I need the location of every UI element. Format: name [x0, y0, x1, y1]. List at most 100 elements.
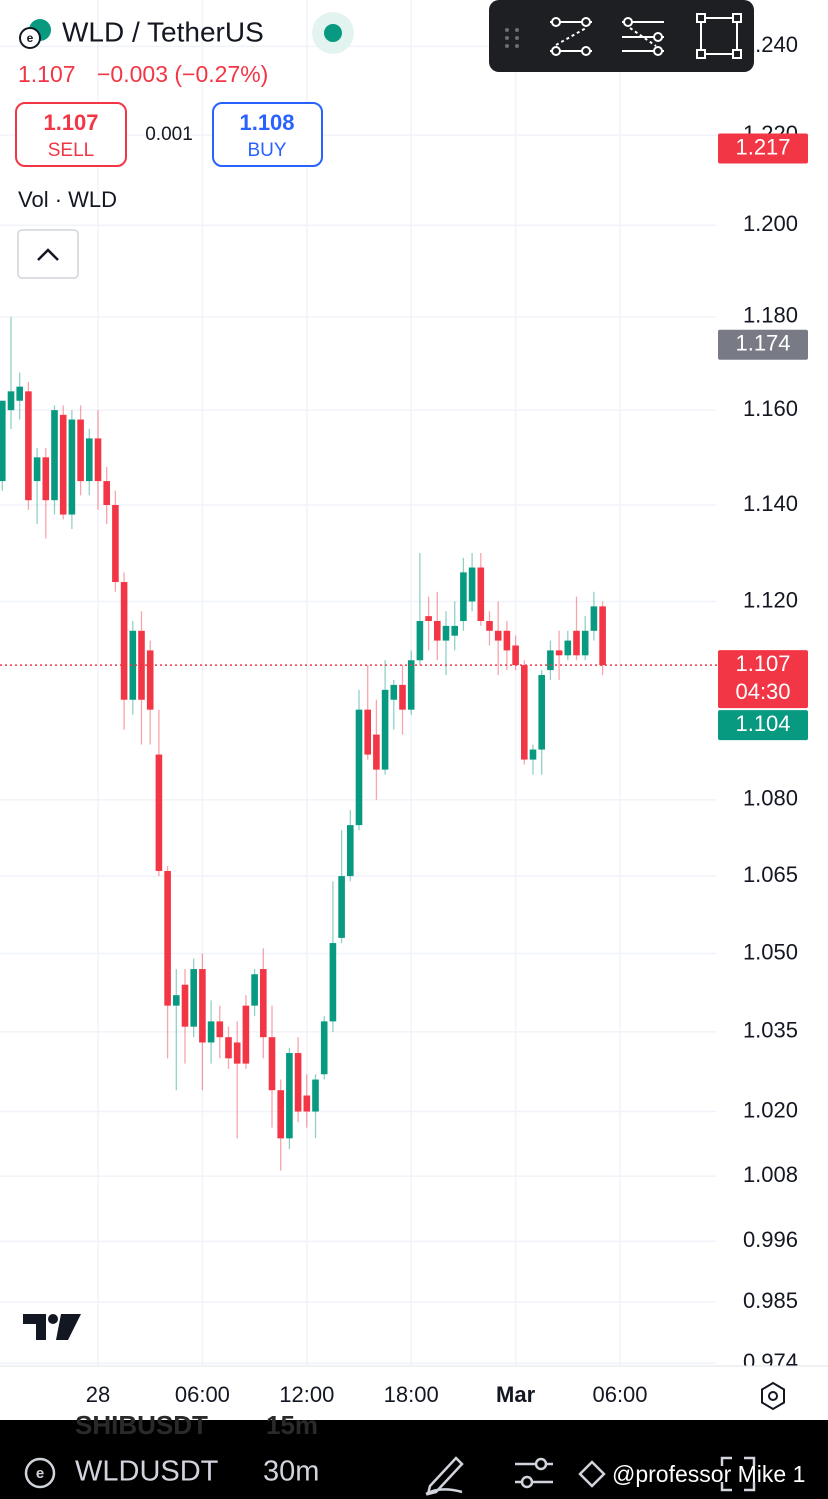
candle-body: [112, 504, 119, 583]
symbol-icon: e: [19, 19, 51, 49]
indicators-button[interactable]: [515, 1457, 553, 1489]
market-status-dot: [324, 24, 342, 42]
candle-body: [320, 1021, 328, 1075]
candle-body: [416, 621, 424, 661]
price-label: 1.174: [735, 331, 790, 356]
y-tick-label: 1.120: [743, 587, 798, 612]
drag-handle[interactable]: [505, 28, 519, 48]
candle-body: [451, 625, 458, 636]
svg-text:e: e: [36, 1465, 44, 1482]
candle-body: [312, 1079, 319, 1112]
price-label: 1.217: [735, 134, 790, 159]
candle-body: [347, 825, 354, 877]
candle-body: [68, 419, 76, 515]
settings-button[interactable]: [761, 1381, 785, 1411]
ghost-symbol: SHIBUSDT: [75, 1410, 208, 1440]
candle-body: [390, 684, 398, 700]
candle-body: [381, 689, 389, 770]
candle-body: [199, 969, 206, 1043]
candle-body: [260, 969, 267, 1038]
candle-body: [216, 1021, 224, 1038]
candle-body: [103, 481, 110, 505]
replay-button[interactable]: [578, 1460, 606, 1488]
candle-body: [555, 650, 563, 656]
buy-button[interactable]: 1.108 BUY: [212, 102, 323, 167]
svg-text:e: e: [27, 31, 34, 45]
candle-body: [94, 438, 102, 482]
candle-body: [16, 386, 23, 401]
y-tick-label: 1.160: [743, 396, 798, 421]
candle-body: [547, 650, 554, 671]
candle-body: [364, 709, 371, 755]
symbol-title[interactable]: WLD / TetherUS: [62, 16, 264, 47]
sell-label[interactable]: SELL: [48, 140, 94, 161]
candle-body: [494, 630, 502, 641]
candle-body: [251, 974, 258, 1006]
price-label: 1.107: [735, 651, 790, 676]
candle-body: [477, 567, 485, 622]
candle-body: [51, 410, 58, 501]
price-label-box: [718, 133, 808, 164]
candle-body: [538, 675, 545, 750]
price-label-box: [718, 710, 808, 741]
buy-price[interactable]: 1.108: [239, 110, 294, 135]
countdown-label: 04:30: [735, 679, 790, 704]
tool-channel[interactable]: [622, 17, 664, 56]
y-tick-label: 1.200: [743, 211, 798, 236]
watermark: @professor Mike 1: [612, 1461, 805, 1487]
volume-legend: Vol · WLD: [18, 187, 117, 212]
candle-body: [573, 630, 580, 656]
y-tick-label: 1.050: [743, 939, 798, 964]
x-tick-label: 28: [86, 1382, 110, 1407]
spread: 0.001: [145, 124, 193, 145]
candle-body: [225, 1037, 232, 1059]
buy-label[interactable]: BUY: [247, 140, 286, 161]
candle-body: [512, 645, 519, 666]
candle-body: [303, 1095, 311, 1112]
interval[interactable]: 30m: [263, 1456, 319, 1488]
tool-rectangle[interactable]: [696, 13, 742, 59]
candle-body: [42, 457, 50, 501]
candle-body: [77, 419, 84, 482]
y-tick-label: 1.180: [743, 303, 798, 328]
y-tick-label: 1.080: [743, 786, 798, 811]
tool-trendline[interactable]: [550, 17, 592, 56]
y-tick-label: 1.020: [743, 1097, 798, 1122]
candle-body: [129, 630, 137, 700]
draw-button[interactable]: [425, 1456, 464, 1496]
candle-body: [146, 650, 154, 710]
candle-body: [294, 1053, 302, 1112]
y-tick-label: 1.065: [743, 862, 798, 887]
x-tick-label: 06:00: [175, 1382, 230, 1407]
candle-body: [173, 995, 180, 1006]
sell-button[interactable]: 1.107 SELL: [15, 102, 127, 167]
candle-body: [399, 684, 406, 710]
candle-body: [190, 969, 197, 1027]
candle-body: [86, 438, 93, 482]
candle-body: [277, 1090, 284, 1139]
price-change: −0.003 (−0.27%): [97, 61, 268, 87]
drawing-toolbar: [489, 0, 754, 72]
x-tick-label: Mar: [496, 1382, 536, 1407]
candle-body: [407, 660, 415, 710]
x-tick-label: 06:00: [592, 1382, 647, 1407]
x-tick-label: 18:00: [384, 1382, 439, 1407]
x-tick-label: 12:00: [279, 1382, 334, 1407]
candle-body: [233, 1042, 241, 1064]
candle-body: [120, 582, 128, 700]
sell-price[interactable]: 1.107: [43, 110, 98, 135]
candle-body: [207, 1021, 215, 1043]
candle-body: [268, 1037, 276, 1091]
collapse-button[interactable]: [17, 229, 79, 279]
fullscreen-button[interactable]: [720, 1456, 756, 1492]
bottom-symbol[interactable]: WLDUSDT: [75, 1456, 219, 1488]
x-axis: 28 06:00 12:00 18:00 Mar 06:00: [0, 1365, 828, 1420]
candle-body: [164, 870, 171, 1006]
candle-body: [33, 457, 41, 482]
overlay: e WLD / TetherUS 1.107 −0.003 (−0.27%) 1…: [15, 0, 754, 1340]
candle-body: [59, 414, 67, 515]
candle-body: [338, 876, 345, 938]
